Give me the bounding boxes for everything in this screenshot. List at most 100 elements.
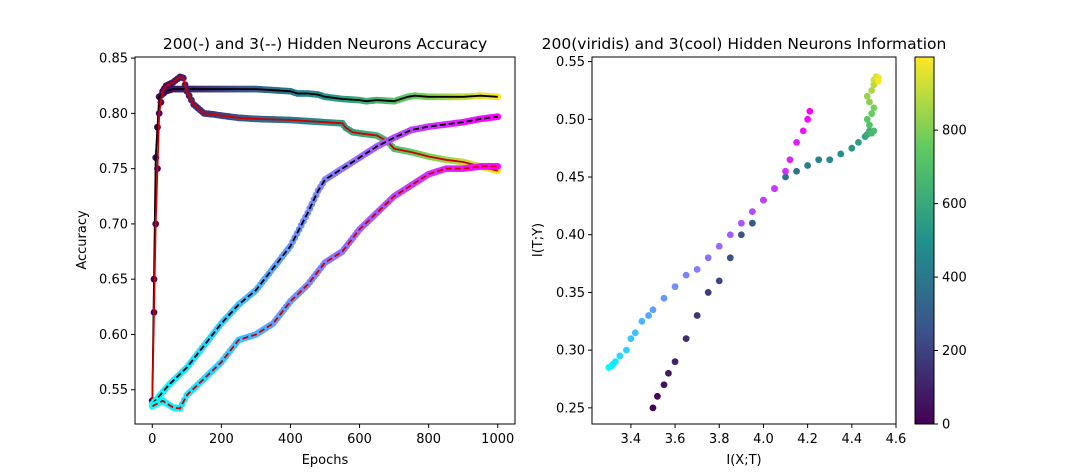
information-point — [806, 107, 814, 115]
information-point — [726, 254, 734, 262]
accuracy-x-tick-label: 800 — [416, 432, 441, 447]
information-point — [693, 265, 701, 273]
information-point — [623, 346, 630, 354]
information-point — [693, 312, 701, 319]
accuracy-series-1 — [148, 73, 502, 405]
accuracy-y-tick-label: 0.70 — [99, 217, 128, 232]
information-x-tick-label: 4.4 — [841, 432, 862, 447]
information-y-axis: 0.25 0.30 0.35 0.40 0.45 0.50 0.55 — [556, 55, 592, 416]
accuracy-y-tick-label: 0.85 — [99, 52, 128, 67]
accuracy-x-tick-label: 200 — [209, 432, 234, 447]
information-point — [627, 335, 635, 342]
accuracy-series-line — [151, 88, 498, 401]
colorbar: 0 200 400 600 800 — [914, 56, 967, 433]
accuracy-axes-frame — [134, 56, 516, 425]
information-point — [870, 127, 878, 135]
information-point — [645, 312, 652, 319]
information-x-tick-label: 4.6 — [886, 432, 907, 447]
information-point — [682, 271, 690, 279]
information-point — [782, 173, 789, 181]
information-plot-area — [605, 73, 882, 412]
information-point — [715, 242, 723, 250]
information-point — [660, 381, 668, 389]
accuracy-marker — [494, 163, 502, 170]
accuracy-y-tick-label: 0.60 — [99, 328, 128, 343]
information-point — [737, 219, 745, 227]
accuracy-x-tick-label: 0 — [148, 432, 156, 447]
colorbar-tick-label: 200 — [942, 344, 967, 359]
information-point — [799, 127, 807, 135]
accuracy-chart: 200(-) and 3(--) Hidden Neurons Accuracy… — [75, 35, 516, 468]
accuracy-plot-area — [148, 73, 502, 412]
information-point — [748, 208, 756, 216]
accuracy-y-tick-label: 0.55 — [99, 383, 128, 398]
information-point — [715, 277, 723, 285]
information-y-tick-label: 0.30 — [556, 344, 585, 359]
information-point — [868, 110, 876, 117]
accuracy-chart-title: 200(-) and 3(--) Hidden Neurons Accuracy — [163, 35, 487, 53]
accuracy-y-tick-label: 0.65 — [99, 273, 128, 288]
accuracy-y-label: Accuracy — [75, 210, 90, 270]
information-y-label: I(T;Y) — [531, 223, 546, 257]
information-point — [804, 115, 812, 123]
accuracy-x-tick-label: 400 — [278, 432, 303, 447]
information-point — [815, 156, 823, 164]
accuracy-x-axis: 0 200 400 600 800 1000 — [148, 424, 514, 447]
information-point — [671, 283, 679, 291]
accuracy-y-tick-label: 0.75 — [99, 162, 128, 177]
information-series-0 — [649, 73, 882, 412]
information-point — [863, 92, 871, 100]
information-point — [782, 167, 789, 175]
information-point — [760, 196, 767, 204]
information-point — [665, 369, 672, 377]
information-y-tick-label: 0.55 — [556, 55, 585, 70]
information-y-tick-label: 0.40 — [556, 228, 585, 243]
information-point — [826, 156, 834, 164]
colorbar-tick-label: 600 — [942, 197, 967, 212]
information-chart: 200(viridis) and 3(cool) Hidden Neurons … — [531, 35, 946, 468]
information-point — [612, 358, 619, 366]
colorbar-axis: 0 200 400 600 800 — [934, 124, 967, 433]
information-point — [660, 294, 668, 302]
information-point — [649, 404, 657, 412]
colorbar-tick-label: 400 — [942, 271, 967, 286]
colorbar-tick-label: 0 — [942, 418, 950, 433]
information-point — [848, 144, 856, 152]
information-x-tick-label: 4.2 — [797, 432, 818, 447]
information-point — [793, 167, 800, 175]
colorbar-gradient — [914, 56, 935, 425]
information-x-tick-label: 3.6 — [665, 432, 686, 447]
information-point — [837, 150, 845, 158]
information-x-tick-label: 4.0 — [753, 432, 774, 447]
information-point — [631, 329, 639, 337]
information-point — [866, 98, 873, 106]
accuracy-x-tick-label: 600 — [347, 432, 372, 447]
information-point — [649, 306, 657, 314]
accuracy-marker — [494, 93, 502, 101]
accuracy-series-0 — [148, 85, 502, 405]
information-chart-title: 200(viridis) and 3(cool) Hidden Neurons … — [542, 35, 947, 53]
accuracy-x-label: Epochs — [302, 453, 349, 468]
accuracy-y-tick-label: 0.80 — [99, 107, 128, 122]
colorbar-tick-label: 800 — [942, 124, 967, 139]
information-point — [737, 231, 745, 239]
information-point — [804, 162, 812, 169]
information-point — [616, 352, 624, 360]
information-point — [868, 87, 876, 94]
information-point — [863, 115, 871, 123]
accuracy-x-tick-label: 1000 — [481, 432, 514, 447]
information-point — [748, 219, 756, 227]
information-y-tick-label: 0.35 — [556, 286, 585, 301]
accuracy-series-line — [151, 75, 498, 401]
information-x-label: I(X;T) — [726, 453, 761, 468]
information-point — [771, 185, 778, 192]
information-point — [855, 139, 862, 146]
information-axes-frame — [591, 56, 897, 425]
information-point — [704, 289, 712, 296]
accuracy-series-3 — [148, 163, 502, 412]
information-point — [866, 121, 873, 129]
information-series-1 — [605, 107, 814, 371]
information-point — [682, 335, 690, 342]
accuracy-y-axis: 0.55 0.60 0.65 0.70 0.75 0.80 0.85 — [99, 52, 135, 398]
